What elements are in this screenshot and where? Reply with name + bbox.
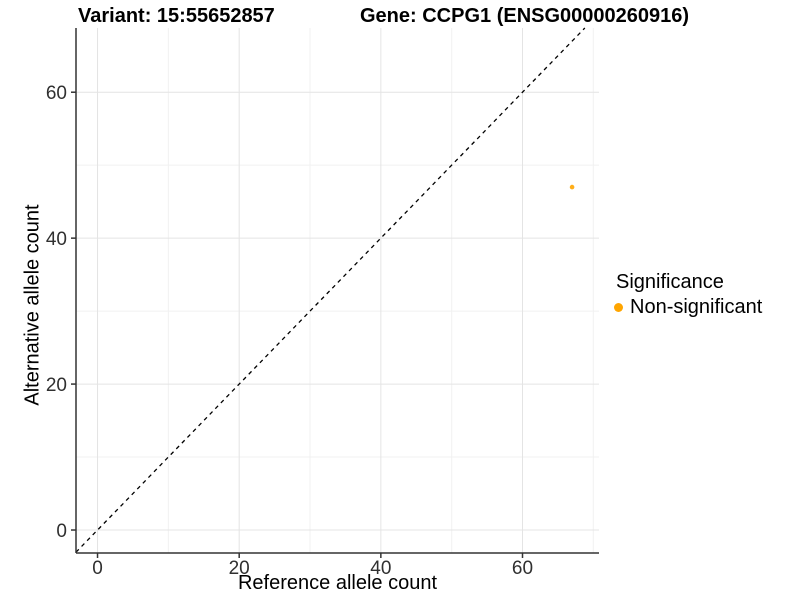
x-axis-title: Reference allele count <box>237 572 437 594</box>
identity-line <box>75 27 586 553</box>
x-tick-label: 40 <box>370 558 391 579</box>
x-tick-label: 20 <box>229 558 250 579</box>
y-tick-label: 40 <box>46 229 67 250</box>
y-tick-label: 0 <box>56 521 67 542</box>
y-tick-label: 60 <box>46 83 67 104</box>
legend-item-non-significant: Non-significant <box>614 296 762 319</box>
x-tick-label: 60 <box>512 558 533 579</box>
data-point <box>569 184 575 190</box>
legend-title: Significance <box>616 271 724 293</box>
x-tick-label: 0 <box>92 558 103 579</box>
legend: Significance Non-significant <box>614 271 762 319</box>
legend-point-icon <box>614 303 623 312</box>
plot-title-variant: Variant: 15:55652857 <box>78 5 275 27</box>
plot-title-gene: Gene: CCPG1 (ENSG00000260916) <box>360 5 690 27</box>
y-tick-label: 20 <box>46 375 67 396</box>
y-axis-title: Alternative allele count <box>21 204 44 406</box>
legend-item-label: Non-significant <box>630 296 763 318</box>
